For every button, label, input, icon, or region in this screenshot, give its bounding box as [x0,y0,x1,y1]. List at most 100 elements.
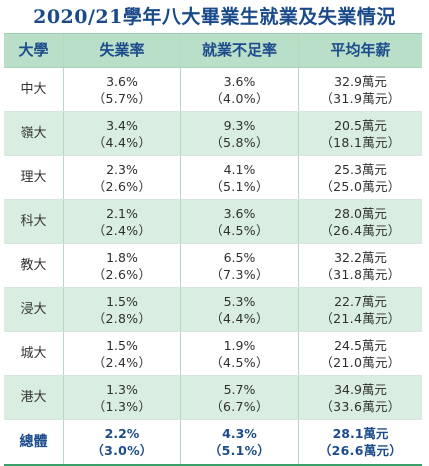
underemployment-value: 9.3% [223,117,256,133]
university-name: 港大 [4,376,64,419]
unemployment-value: 2.3% [106,161,138,177]
header-underemployment-rate: 就業不足率 [181,34,299,67]
total-salary-value: 28.1萬元 [332,426,389,441]
underemployment-prev-value: （6.7%） [210,398,269,414]
unemployment-prev-value: （1.3%） [92,398,152,414]
salary-value: 24.5萬元 [334,337,387,353]
salary-value: 34.9萬元 [334,381,387,397]
table-row: 浸大 1.5% （2.8%） 5.3% （4.4%） 22.7萬元 （21.4萬… [4,288,422,332]
underemployment-prev-value: （5.8%） [210,134,269,150]
total-label: 總體 [4,420,64,464]
total-unemployment-cell: 2.2% （3.0%） [64,420,181,464]
underemployment-cell: 3.6% （4.0%） [181,68,299,111]
total-underemployment-value: 4.3% [222,426,257,441]
unemployment-prev-value: （2.8%） [92,310,152,326]
table-row: 科大 2.1% （2.4%） 3.6% （4.5%） 28.0萬元 （26.4萬… [4,200,422,244]
salary-value: 28.0萬元 [334,205,387,221]
underemployment-cell: 4.1% （5.1%） [181,156,299,199]
employment-table: 大學 失業率 就業不足率 平均年薪 中大 3.6% （5.7%） 3.6% （4… [4,33,422,466]
unemployment-cell: 1.8% （2.6%） [64,244,181,287]
unemployment-value: 1.3% [106,381,138,397]
unemployment-value: 1.8% [106,249,138,265]
university-name: 嶺大 [4,112,64,155]
underemployment-value: 4.1% [223,161,256,177]
unemployment-value: 3.6% [106,73,138,89]
salary-cell: 22.7萬元 （21.4萬元） [299,288,422,331]
unemployment-value: 1.5% [106,337,138,353]
salary-prev-value: （18.1萬元） [320,134,401,150]
unemployment-prev-value: （5.7%） [92,90,152,106]
salary-value: 32.9萬元 [334,73,387,89]
unemployment-cell: 2.1% （2.4%） [64,200,181,243]
university-name: 中大 [4,68,64,111]
underemployment-cell: 3.6% （4.5%） [181,200,299,243]
unemployment-cell: 1.3% （1.3%） [64,376,181,419]
underemployment-value: 3.6% [223,73,256,89]
underemployment-prev-value: （5.1%） [210,178,269,194]
university-name: 教大 [4,244,64,287]
table-row: 中大 3.6% （5.7%） 3.6% （4.0%） 32.9萬元 （31.9萬… [4,68,422,112]
header-average-salary: 平均年薪 [330,41,391,59]
unemployment-cell: 1.5% （2.8%） [64,288,181,331]
underemployment-prev-value: （4.5%） [210,354,269,370]
underemployment-cell: 1.9% （4.5%） [181,332,299,375]
salary-cell: 28.0萬元 （26.4萬元） [299,200,422,243]
salary-cell: 34.9萬元 （33.6萬元） [299,376,422,419]
table-row: 嶺大 3.4% （4.4%） 9.3% （5.8%） 20.5萬元 （18.1萬… [4,112,422,156]
university-name: 理大 [4,156,64,199]
salary-value: 32.2萬元 [334,249,387,265]
unemployment-cell: 1.5% （2.4%） [64,332,181,375]
unemployment-prev-value: （2.4%） [92,222,152,238]
unemployment-prev-value: （2.4%） [92,354,152,370]
unemployment-cell: 3.4% （4.4%） [64,112,181,155]
unemployment-prev-value: （2.6%） [92,266,152,282]
total-unemployment-prev-value: （3.0%） [91,443,153,458]
salary-prev-value: （21.0萬元） [320,354,401,370]
table-row: 理大 2.3% （2.6%） 4.1% （5.1%） 25.3萬元 （25.0萬… [4,156,422,200]
salary-prev-value: （25.0萬元） [320,178,401,194]
underemployment-cell: 5.7% （6.7%） [181,376,299,419]
table-row: 教大 1.8% （2.6%） 6.5% （7.3%） 32.2萬元 （31.8萬… [4,244,422,288]
salary-prev-value: （31.8萬元） [320,266,401,282]
total-underemployment-cell: 4.3% （5.1%） [181,420,299,464]
page-title: 2020/21學年八大畢業生就業及失業情況 [33,6,396,28]
table-row: 港大 1.3% （1.3%） 5.7% （6.7%） 34.9萬元 （33.6萬… [4,376,422,420]
unemployment-prev-value: （2.6%） [92,178,152,194]
university-name: 浸大 [4,288,64,331]
salary-cell: 20.5萬元 （18.1萬元） [299,112,422,155]
table-row: 城大 1.5% （2.4%） 1.9% （4.5%） 24.5萬元 （21.0萬… [4,332,422,376]
salary-cell: 24.5萬元 （21.0萬元） [299,332,422,375]
table-total-row: 總體 2.2% （3.0%） 4.3% （5.1%） 28.1萬元 （26.6萬… [4,420,422,466]
salary-value: 20.5萬元 [334,117,387,133]
underemployment-prev-value: （4.0%） [210,90,269,106]
salary-prev-value: （31.9萬元） [320,90,401,106]
underemployment-cell: 6.5% （7.3%） [181,244,299,287]
salary-cell: 32.9萬元 （31.9萬元） [299,68,422,111]
salary-value: 25.3萬元 [334,161,387,177]
unemployment-cell: 2.3% （2.6%） [64,156,181,199]
table-header-row: 大學 失業率 就業不足率 平均年薪 [4,34,422,68]
salary-cell: 25.3萬元 （25.0萬元） [299,156,422,199]
salary-cell: 32.2萬元 （31.8萬元） [299,244,422,287]
underemployment-value: 6.5% [223,249,256,265]
unemployment-cell: 3.6% （5.7%） [64,68,181,111]
salary-prev-value: （33.6萬元） [320,398,401,414]
total-unemployment-value: 2.2% [104,426,140,441]
header-university: 大學 [4,34,64,67]
salary-value: 22.7萬元 [334,293,387,309]
unemployment-value: 1.5% [106,293,138,309]
unemployment-value: 3.4% [106,117,138,133]
total-salary-cell: 28.1萬元 （26.6萬元） [299,420,422,464]
underemployment-value: 1.9% [223,337,256,353]
underemployment-value: 5.3% [223,293,256,309]
underemployment-prev-value: （4.5%） [210,222,269,238]
unemployment-prev-value: （4.4%） [92,134,152,150]
university-name: 科大 [4,200,64,243]
salary-prev-value: （21.4萬元） [320,310,401,326]
salary-prev-value: （26.4萬元） [320,222,401,238]
university-name: 城大 [4,332,64,375]
underemployment-prev-value: （4.4%） [210,310,269,326]
total-salary-prev-value: （26.6萬元） [318,443,403,458]
header-unemployment-rate: 失業率 [64,34,181,67]
underemployment-cell: 5.3% （4.4%） [181,288,299,331]
